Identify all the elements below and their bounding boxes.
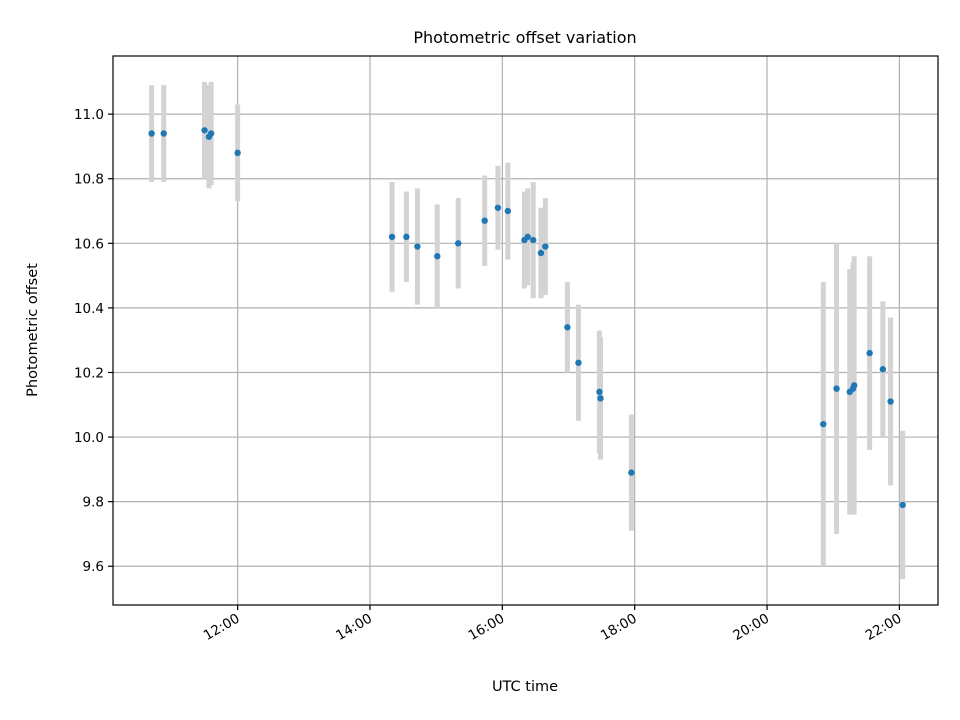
y-tick-label: 11.0: [74, 107, 104, 123]
data-point: [494, 204, 502, 211]
y-tick-label: 10.2: [74, 365, 104, 381]
data-point: [564, 324, 571, 331]
x-axis-label: UTC time: [492, 679, 558, 695]
plot-frame: [112, 55, 939, 606]
data-point: [833, 385, 840, 392]
chart-title: Photometric offset variation: [413, 28, 636, 47]
data-point: [434, 253, 441, 260]
y-axis-label: Photometric offset: [25, 263, 41, 397]
grid-lines: [113, 56, 938, 605]
y-tick-label: 10.8: [74, 172, 104, 188]
data-point: [504, 207, 512, 215]
data-point: [148, 130, 155, 137]
data-point: [866, 349, 873, 357]
data-point: [524, 233, 531, 241]
data-point: [160, 130, 167, 137]
data-point: [899, 501, 906, 509]
data-point: [597, 395, 604, 402]
data-point: [414, 243, 421, 250]
data-point: [820, 420, 827, 428]
data-point: [628, 469, 635, 476]
y-axis-ticks: 9.6 9.8 10.0 10.2 10.4 10.6 10.8 11.0: [74, 107, 113, 575]
data-point: [207, 130, 215, 137]
data-point: [596, 388, 603, 396]
data-point: [879, 366, 887, 373]
y-tick-label: 10.0: [74, 430, 104, 446]
data-point: [234, 149, 241, 157]
data-point: [850, 382, 858, 389]
data-point: [542, 243, 549, 250]
data-point: [388, 233, 396, 241]
data-point: [537, 249, 545, 257]
data-points: [148, 127, 906, 509]
y-tick-label: 10.4: [74, 301, 104, 317]
data-point: [403, 233, 410, 241]
data-point: [887, 398, 894, 405]
data-point: [201, 127, 208, 134]
y-tick-label: 9.6: [83, 559, 104, 575]
data-point: [455, 240, 462, 247]
y-tick-label: 9.8: [83, 495, 104, 511]
data-point: [530, 236, 537, 244]
data-point: [575, 359, 582, 366]
y-tick-label: 10.6: [74, 236, 104, 252]
data-point: [481, 217, 488, 224]
